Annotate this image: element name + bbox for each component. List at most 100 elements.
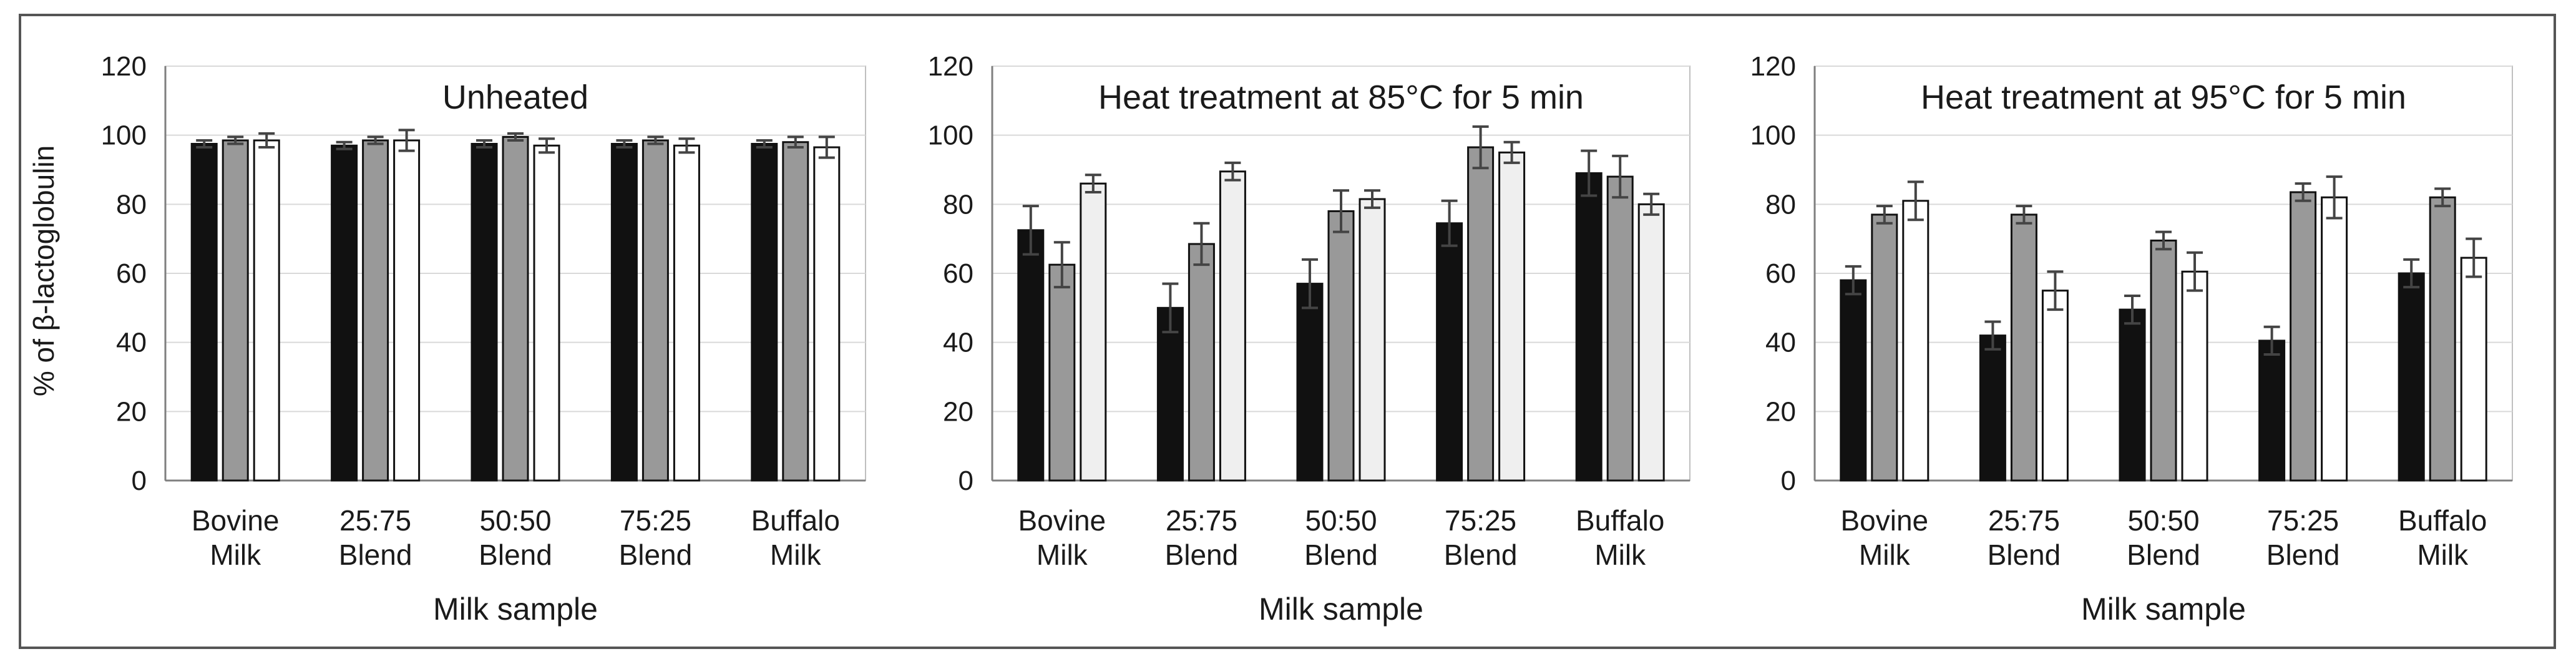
y-tick-label: 100	[101, 120, 147, 151]
y-axis-label: % of β-lactoglobulin	[27, 145, 60, 396]
x-tick-label: 50:50	[479, 504, 551, 537]
x-tick-label: Bovine	[1018, 504, 1106, 537]
bar-series-3	[813, 146, 841, 482]
bar-series-1	[1436, 222, 1463, 482]
y-tick-label: 120	[928, 51, 973, 82]
x-tick-label: Bovine	[1840, 504, 1928, 537]
bar-series-1	[1575, 172, 1603, 482]
y-tick-label: 80	[116, 189, 147, 220]
bar-series-3	[2181, 270, 2208, 482]
bar-series-1	[471, 143, 498, 482]
bar-series-3	[1080, 182, 1107, 482]
y-tick-label: 20	[943, 396, 973, 427]
bar-series-3	[673, 144, 700, 482]
bar-series-2	[2290, 191, 2317, 482]
x-tick-label: Milk	[770, 539, 822, 571]
chart-panel-1: 020406080100120BovineMilk25:75Blend50:50…	[101, 51, 866, 627]
chart-panel-3: 020406080100120BovineMilk25:75Blend50:50…	[1750, 51, 2513, 627]
x-tick-label: Blend	[1444, 539, 1518, 571]
x-tick-label: Buffalo	[1576, 504, 1664, 537]
y-tick-label: 0	[1781, 466, 1796, 496]
y-tick-label: 0	[959, 466, 973, 496]
bar-series-3	[1498, 151, 1526, 482]
bar-series-2	[222, 139, 249, 482]
x-tick-label: Milk	[2417, 539, 2469, 571]
x-tick-label: 50:50	[1305, 504, 1377, 537]
bar-series-2	[362, 139, 389, 482]
bar-series-2	[1188, 243, 1215, 482]
x-axis-label: Milk sample	[2081, 592, 2246, 627]
y-tick-label: 40	[1765, 328, 1796, 358]
bar-series-1	[2258, 339, 2286, 482]
x-tick-label: Milk	[210, 539, 261, 571]
x-tick-label: Blend	[2266, 539, 2340, 571]
bar-series-3	[393, 139, 421, 482]
y-tick-label: 100	[1750, 120, 1796, 151]
bar-series-3	[2041, 290, 2069, 482]
y-tick-label: 20	[116, 396, 147, 427]
bar-series-2	[642, 139, 669, 482]
bar-series-3	[253, 139, 280, 482]
chart-title: Heat treatment at 95°C for 5 min	[1921, 79, 2406, 116]
x-tick-label: Blend	[1304, 539, 1378, 571]
bar-series-1	[751, 143, 778, 482]
y-tick-label: 60	[116, 258, 147, 289]
bar-series-2	[2150, 239, 2177, 482]
y-tick-label: 20	[1765, 396, 1796, 427]
x-axis-label: Milk sample	[1259, 592, 1423, 627]
bar-series-2	[1327, 210, 1355, 482]
bar-series-2	[782, 141, 809, 482]
bar-series-1	[2119, 308, 2146, 482]
x-tick-label: Bovine	[192, 504, 280, 537]
bar-series-3	[2460, 256, 2487, 482]
chart-title: Unheated	[442, 79, 588, 116]
x-tick-label: Blend	[339, 539, 412, 571]
bar-series-2	[1048, 263, 1076, 482]
bar-series-1	[1840, 279, 1867, 482]
bar-series-2	[1606, 175, 1634, 482]
x-axis-label: Milk sample	[433, 592, 598, 627]
y-tick-label: 0	[132, 466, 147, 496]
bar-series-3	[1219, 170, 1246, 482]
bar-series-1	[1017, 229, 1045, 482]
y-tick-label: 40	[943, 328, 973, 358]
bar-series-3	[533, 144, 560, 482]
y-tick-label: 120	[1750, 51, 1796, 82]
bar-series-1	[190, 143, 218, 482]
chart-title: Heat treatment at 85°C for 5 min	[1098, 79, 1584, 116]
bar-series-3	[1637, 203, 1665, 482]
bar-series-1	[1979, 334, 2006, 482]
x-tick-label: Milk	[1859, 539, 1911, 571]
y-tick-label: 60	[1765, 258, 1796, 289]
chart-panel-2: 020406080100120BovineMilk25:75Blend50:50…	[928, 51, 1690, 627]
bar-series-2	[2429, 196, 2456, 482]
bar-series-2	[1871, 213, 1898, 482]
x-tick-label: 75:25	[620, 504, 691, 537]
y-tick-label: 80	[1765, 189, 1796, 220]
x-tick-label: 25:75	[1166, 504, 1237, 537]
bar-series-2	[2010, 213, 2037, 482]
x-tick-label: Milk	[1594, 539, 1646, 571]
x-tick-label: 25:75	[339, 504, 411, 537]
x-tick-label: 75:25	[2267, 504, 2339, 537]
y-tick-label: 120	[101, 51, 147, 82]
x-tick-label: 25:75	[1988, 504, 2060, 537]
bar-series-1	[610, 143, 638, 482]
bar-series-1	[1156, 306, 1184, 482]
x-tick-label: Blend	[479, 539, 552, 571]
x-tick-label: 50:50	[2127, 504, 2199, 537]
bar-series-1	[2398, 272, 2425, 482]
x-tick-label: Buffalo	[751, 504, 840, 537]
y-tick-label: 80	[943, 189, 973, 220]
x-tick-label: Buffalo	[2398, 504, 2487, 537]
bar-series-1	[331, 144, 358, 482]
bar-series-3	[1359, 198, 1386, 482]
x-tick-label: 75:25	[1445, 504, 1516, 537]
x-tick-label: Blend	[1165, 539, 1239, 571]
bar-series-2	[1467, 146, 1495, 482]
y-tick-label: 100	[928, 120, 973, 151]
bar-series-2	[502, 135, 529, 482]
bar-series-1	[1296, 283, 1324, 482]
x-tick-label: Blend	[2127, 539, 2200, 571]
